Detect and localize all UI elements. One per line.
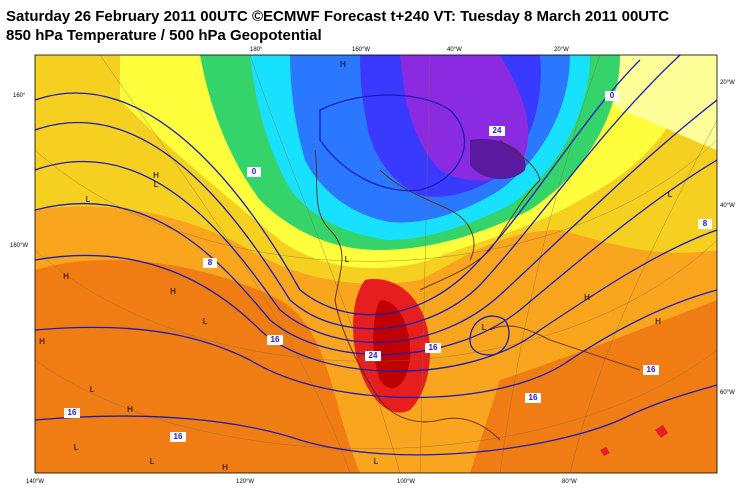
pressure-center: H bbox=[39, 337, 45, 346]
contour-label: 16 bbox=[174, 432, 183, 441]
pressure-center: L bbox=[90, 385, 95, 394]
contour-label: 16 bbox=[68, 408, 77, 417]
subtitle: 850 hPa Temperature / 500 hPa Geopotenti… bbox=[6, 27, 322, 44]
pressure-center: L bbox=[482, 323, 487, 332]
top-label: 40°W bbox=[447, 47, 462, 53]
contour-label: 16 bbox=[647, 365, 656, 374]
right-label: 20°W bbox=[720, 80, 735, 86]
graticule bbox=[35, 55, 717, 473]
top-label: 160°W bbox=[352, 47, 370, 53]
bottom-label: 100°W bbox=[397, 479, 415, 485]
pressure-center: H bbox=[170, 287, 176, 296]
contour-label: 0 bbox=[252, 167, 257, 176]
map-frame bbox=[34, 54, 718, 474]
pressure-center: H bbox=[153, 171, 159, 180]
pressure-center: H bbox=[584, 293, 590, 302]
right-label: 40°W bbox=[720, 203, 735, 209]
pressure-center: L bbox=[154, 180, 159, 189]
pressure-center: L bbox=[203, 317, 208, 326]
pressure-center: L bbox=[150, 457, 155, 466]
pressure-center: H bbox=[222, 463, 228, 472]
pressure-center: L bbox=[668, 190, 673, 199]
contour-label: 24 bbox=[369, 351, 378, 360]
coordinate-labels: 180° 160°W 40°W 20°W 160° 160°W 20°W 40°… bbox=[10, 47, 735, 485]
isohypses bbox=[35, 55, 717, 456]
title: Saturday 26 February 2011 00UTC ©ECMWF F… bbox=[6, 8, 669, 25]
top-label: 20°W bbox=[554, 47, 569, 53]
bottom-label: 80°W bbox=[562, 479, 577, 485]
pressure-centers: H L H L H L L H L H L H H L L H L H L bbox=[39, 60, 673, 472]
pressure-center: H bbox=[340, 60, 346, 69]
contour-label: 8 bbox=[208, 258, 213, 267]
contour-label: 0 bbox=[610, 91, 615, 100]
bottom-label: 140°W bbox=[26, 479, 44, 485]
pressure-center: L bbox=[86, 195, 91, 204]
contour-label: 16 bbox=[271, 335, 280, 344]
pressure-center: L bbox=[345, 255, 350, 264]
contour-label: 16 bbox=[429, 343, 438, 352]
contour-label: 24 bbox=[493, 126, 502, 135]
contour-labels: 0 8 16 16 16 24 16 24 0 8 16 16 bbox=[64, 91, 712, 442]
right-label: 60°W bbox=[720, 390, 735, 396]
bottom-label: 120°W bbox=[236, 479, 254, 485]
pressure-center: L bbox=[74, 443, 79, 452]
contour-label: 16 bbox=[529, 393, 538, 402]
top-label: 180° bbox=[250, 47, 263, 53]
left-label: 160°W bbox=[10, 243, 28, 249]
contour-label: 8 bbox=[703, 219, 708, 228]
pressure-center: H bbox=[127, 405, 133, 414]
pressure-center: L bbox=[374, 457, 379, 466]
pressure-center: H bbox=[655, 317, 661, 326]
map-field: 0 8 16 16 16 24 16 24 0 8 16 16 H bbox=[35, 55, 717, 473]
left-label: 160° bbox=[13, 93, 26, 99]
pressure-center: H bbox=[63, 272, 69, 281]
